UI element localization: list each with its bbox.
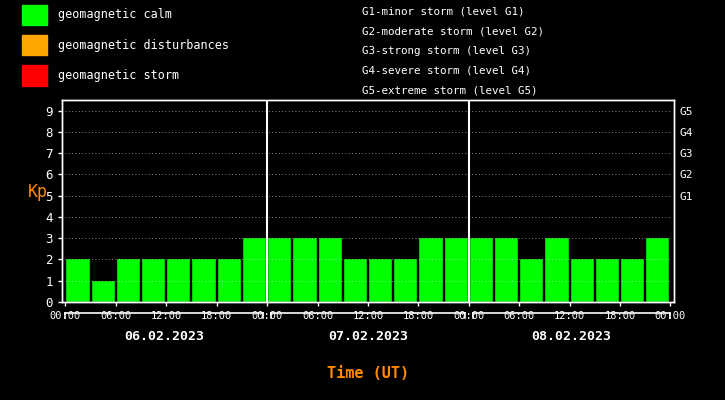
- Bar: [495, 238, 518, 302]
- Bar: [91, 281, 115, 302]
- Bar: [67, 260, 90, 302]
- Bar: [243, 238, 266, 302]
- Bar: [192, 260, 215, 302]
- Bar: [294, 238, 317, 302]
- Bar: [344, 260, 367, 302]
- Bar: [521, 260, 544, 302]
- Bar: [470, 238, 493, 302]
- Bar: [369, 260, 392, 302]
- Text: G5-extreme storm (level G5): G5-extreme storm (level G5): [362, 86, 538, 96]
- Text: Time (UT): Time (UT): [327, 366, 409, 382]
- Bar: [22, 5, 47, 25]
- Bar: [22, 65, 47, 86]
- Text: G3-strong storm (level G3): G3-strong storm (level G3): [362, 46, 531, 56]
- Bar: [268, 238, 291, 302]
- Bar: [545, 238, 568, 302]
- Text: 06.02.2023: 06.02.2023: [125, 330, 204, 343]
- Bar: [218, 260, 241, 302]
- Bar: [571, 260, 594, 302]
- Bar: [167, 260, 191, 302]
- Text: G1-minor storm (level G1): G1-minor storm (level G1): [362, 6, 525, 16]
- Text: geomagnetic disturbances: geomagnetic disturbances: [58, 38, 229, 52]
- Bar: [596, 260, 619, 302]
- Bar: [419, 238, 442, 302]
- Bar: [117, 260, 140, 302]
- Text: 07.02.2023: 07.02.2023: [328, 330, 408, 343]
- Bar: [621, 260, 645, 302]
- Bar: [394, 260, 418, 302]
- Text: geomagnetic calm: geomagnetic calm: [58, 8, 172, 21]
- Bar: [22, 35, 47, 55]
- Text: 08.02.2023: 08.02.2023: [531, 330, 611, 343]
- Text: G2-moderate storm (level G2): G2-moderate storm (level G2): [362, 26, 544, 36]
- Bar: [318, 238, 341, 302]
- Bar: [142, 260, 165, 302]
- Text: geomagnetic storm: geomagnetic storm: [58, 69, 179, 82]
- Y-axis label: Kp: Kp: [28, 183, 48, 201]
- Bar: [646, 238, 669, 302]
- Bar: [444, 238, 468, 302]
- Text: G4-severe storm (level G4): G4-severe storm (level G4): [362, 66, 531, 76]
